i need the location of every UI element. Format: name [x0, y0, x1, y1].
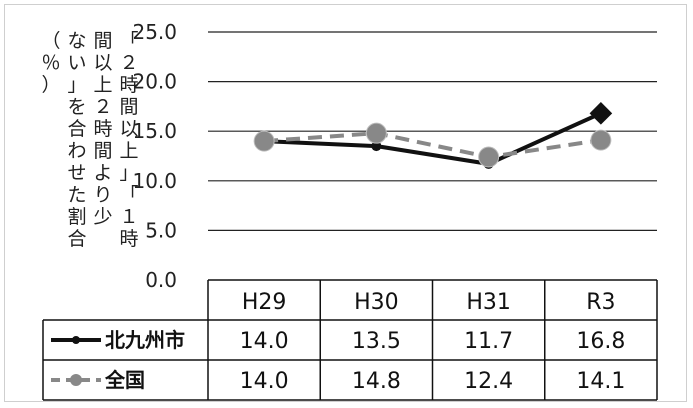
data-point: [254, 131, 274, 151]
data-point: [366, 123, 386, 143]
data-label: 13.5: [352, 329, 401, 354]
y-tick-label: 20.0: [132, 70, 177, 94]
y-axis-label-char: 間: [119, 96, 138, 118]
y-tick-label: 25.0: [132, 20, 177, 44]
y-axis-label-char: （: [41, 30, 60, 52]
data-point: [479, 147, 499, 167]
y-axis-label-char: 時: [93, 118, 112, 140]
data-label: 16.8: [576, 329, 625, 354]
legend-series-name: 北九州市: [105, 328, 185, 352]
y-axis-label-char: 割: [67, 206, 86, 228]
legend-series-name: 全国: [104, 368, 145, 392]
y-axis-label-char: 以: [93, 52, 112, 74]
data-table: H29 H30 H31 R3 北九州市 14.0 13.5 11.7 16.8 全国 14.0 14.…: [43, 280, 657, 400]
y-axis-label-char: を: [67, 96, 86, 118]
gridlines: [208, 32, 657, 230]
data-label: 12.4: [464, 369, 513, 394]
y-axis-label-char: ％: [41, 52, 60, 74]
data-point: [591, 130, 611, 150]
legend-key-marker: [72, 336, 80, 344]
y-tick-label: 5.0: [145, 218, 177, 242]
y-axis-label-char: 」: [67, 74, 86, 96]
y-axis-label-char: 上: [119, 140, 138, 162]
y-axis-label-char: 間: [93, 30, 112, 52]
data-label: 14.0: [240, 369, 289, 394]
data-label: 14.1: [576, 369, 625, 394]
y-axis-label-char: 上: [93, 74, 112, 96]
x-tick-label: R3: [586, 290, 615, 315]
chart-frame: （％）ない」を合わせた割合間以上 ２ 時間より少「２ 時間以上」「１ 時 0.0 5.0 1…: [4, 4, 687, 402]
y-axis-label-char: 間: [93, 140, 112, 162]
x-tick-label: H29: [242, 290, 287, 315]
y-axis-label-char: 少: [93, 206, 112, 228]
y-tick-labels: 0.0 5.0 10.0 15.0 20.0 25.0: [132, 20, 177, 292]
y-axis-label-char: わ: [67, 140, 86, 162]
y-tick-label: 10.0: [132, 169, 177, 193]
y-tick-label: 0.0: [145, 268, 177, 292]
data-point: [590, 102, 613, 125]
y-axis-label-char: よ: [93, 162, 112, 184]
y-axis-label-char: な: [67, 30, 86, 52]
data-label: 14.8: [352, 369, 401, 394]
y-axis-label-char: り: [93, 184, 112, 206]
y-axis-label-char: 合: [67, 228, 86, 250]
data-label: 14.0: [240, 329, 289, 354]
y-axis-label-char: 合: [67, 118, 86, 140]
y-axis-label-char: ）: [41, 74, 60, 96]
series-lines: [254, 102, 612, 169]
y-axis-label-char: ２: [93, 96, 112, 118]
y-axis-label-char: い: [67, 52, 86, 74]
y-axis-label-char: た: [67, 184, 86, 206]
y-axis-label-char: １: [119, 206, 138, 228]
data-label: 11.7: [464, 329, 513, 354]
legend-key-marker: [70, 374, 82, 386]
y-axis-label-char: せ: [67, 162, 86, 184]
y-tick-label: 15.0: [132, 119, 177, 143]
x-tick-label: H31: [466, 290, 511, 315]
x-tick-label: H30: [354, 290, 399, 315]
y-axis-label-char: 時: [119, 228, 138, 250]
